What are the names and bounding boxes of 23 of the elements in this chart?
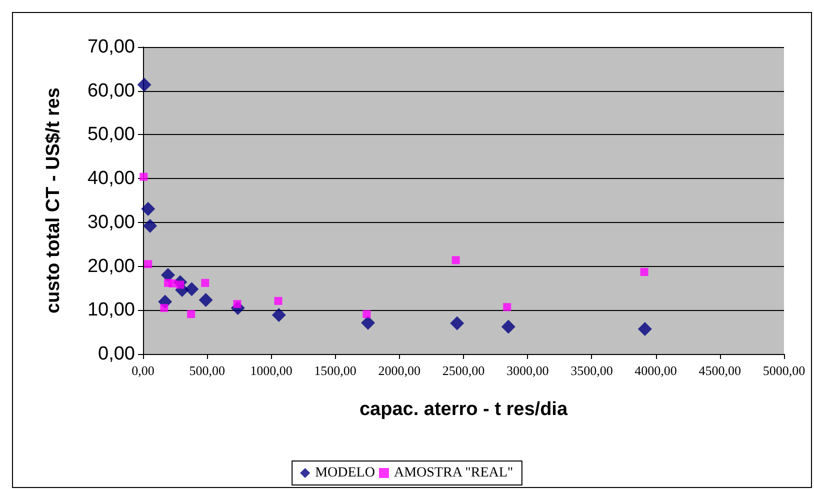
x-axis-title: capac. aterro - t res/dia [359, 399, 568, 420]
y-tick-label: 10,00 [87, 300, 135, 321]
y-tick-label: 70,00 [87, 36, 135, 58]
y-tick-label: 30,00 [87, 212, 135, 233]
x-tick-label: 4500,00 [698, 363, 742, 378]
y-axis-title: custo total CT - US$/t res [43, 88, 64, 314]
x-tick-label: 500,00 [189, 363, 225, 378]
y-tick-label: 0,00 [98, 344, 135, 364]
y-tick-label: 60,00 [87, 80, 135, 102]
x-tick-label: 2000,00 [378, 363, 421, 378]
y-tick-label: 50,00 [87, 124, 135, 146]
x-tick-label: 0,00 [132, 363, 154, 378]
legend-label: MODELO [315, 466, 375, 480]
y-tick-label: 20,00 [87, 256, 135, 277]
x-tick-label: 1500,00 [314, 363, 356, 378]
x-tick-label: 1000,00 [250, 363, 292, 378]
x-tick-label: 4000,00 [634, 363, 677, 378]
x-tick-label: 5000,00 [762, 363, 806, 378]
legend-label: AMOSTRA "REAL" [394, 466, 514, 480]
y-tick-label: 40,00 [87, 168, 135, 190]
x-tick-label: 3500,00 [570, 363, 613, 378]
x-tick-label: 3000,00 [506, 363, 549, 378]
x-tick-label: 2500,00 [442, 363, 485, 378]
